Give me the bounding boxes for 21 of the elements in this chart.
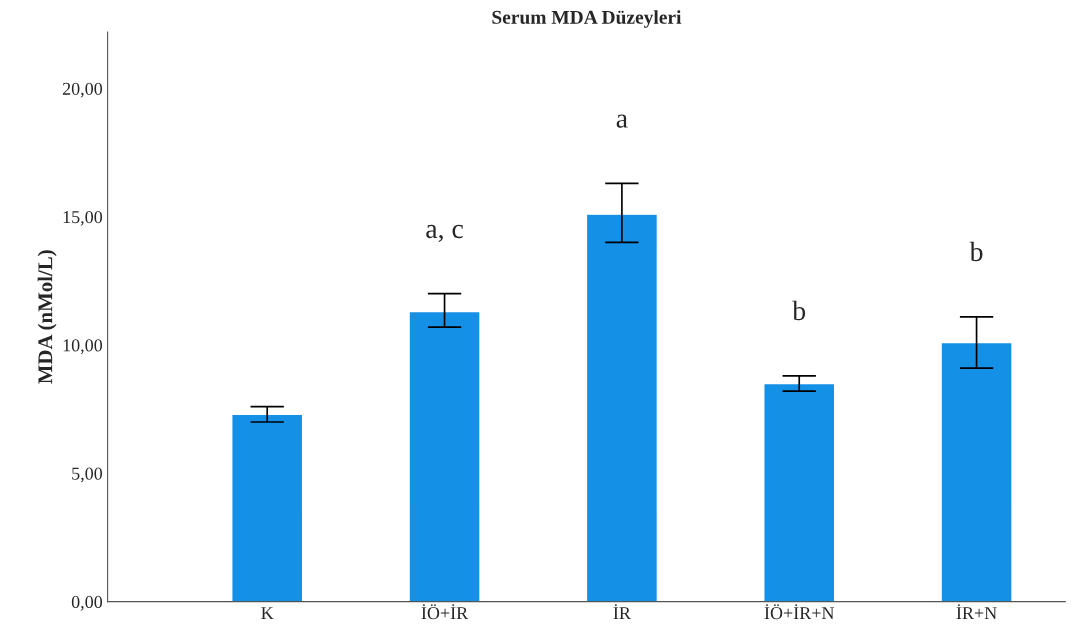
chart-title: Serum MDA Düzeyleri <box>492 10 682 28</box>
bar <box>940 341 1013 602</box>
x-tick-label: K <box>261 607 274 619</box>
bar <box>408 310 481 602</box>
x-tick-label: İÖ+İR+N <box>764 604 835 620</box>
data-label: b <box>969 241 983 262</box>
x-tick-label: İÖ+İR <box>421 604 469 620</box>
bar <box>763 382 836 602</box>
data-label: b <box>792 300 806 321</box>
y-tick-label: 10,00 <box>63 339 103 355</box>
x-tick-label: İR+N <box>956 604 997 619</box>
y-tick-label: 5,00 <box>72 467 103 483</box>
y-tick-label: 15,00 <box>63 210 103 226</box>
y-axis-title: MDA (nMol/L) <box>37 250 57 384</box>
bar <box>231 413 304 602</box>
bar <box>585 213 659 602</box>
data-label: a <box>616 114 628 128</box>
y-tick-label: 0,00 <box>71 595 103 611</box>
x-tick-label: İR <box>613 604 631 619</box>
y-tick-label: 20,00 <box>62 82 103 98</box>
data-label: a, c <box>426 224 463 243</box>
